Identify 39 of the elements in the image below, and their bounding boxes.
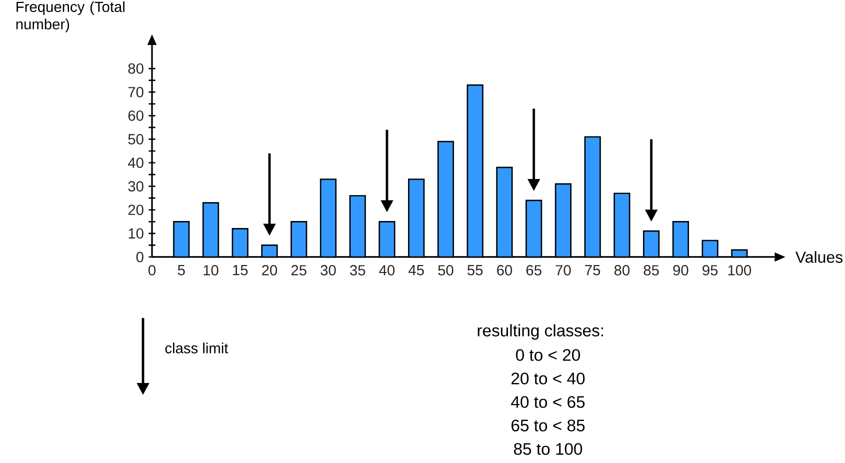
x-tick-label: 65 [526, 265, 542, 276]
x-tick-label: 15 [233, 265, 248, 276]
x-tick-label: 40 [379, 265, 395, 276]
x-tick-label: 85 [644, 265, 659, 276]
x-tick-label: 55 [468, 265, 483, 276]
y-tick-label: 20 [128, 204, 144, 216]
x-tick-label: 45 [408, 265, 424, 276]
text: 85 to 100 [514, 443, 582, 455]
x-tick-label: 90 [673, 265, 688, 276]
x-tick-label: 30 [320, 265, 336, 276]
x-tick-label: 25 [291, 265, 306, 276]
x-tick-label: 10 [204, 265, 218, 276]
x-tick-label: 20 [262, 265, 278, 276]
y-tick-label: 50 [128, 134, 144, 144]
y-tick-label: 30 [128, 181, 144, 192]
x-axis-title: Values [795, 251, 843, 263]
y-axis-title: Frequency (Total number) [16, 1, 124, 32]
x-tick-label: 50 [438, 265, 454, 276]
text: resulting classes: [478, 324, 603, 340]
x-tick-label: 100 [728, 265, 752, 276]
x-tick-label: 95 [702, 265, 718, 276]
x-tick-label: 80 [614, 265, 630, 276]
y-tick-label: 80 [128, 63, 144, 74]
x-tick-label: 60 [497, 265, 512, 276]
x-tick-label: 35 [350, 265, 366, 276]
y-tick-label: 60 [128, 110, 144, 121]
y-tick-label: 70 [128, 86, 144, 98]
x-tick-label: 5 [178, 265, 185, 276]
text: 65 to < 85 [512, 420, 585, 432]
y-tick-label: 0 [136, 252, 144, 262]
y-tick-label: 40 [128, 158, 144, 168]
x-tick-label: 75 [585, 265, 600, 276]
text: 20 to < 40 [512, 372, 585, 384]
x-tick-label: 0 [148, 265, 156, 276]
y-tick-label: 10 [128, 228, 144, 239]
text: 40 to < 65 [511, 396, 585, 408]
text: 0 to < 20 [516, 349, 580, 361]
x-tick-label: 70 [556, 265, 571, 276]
text: class limit [165, 342, 228, 354]
